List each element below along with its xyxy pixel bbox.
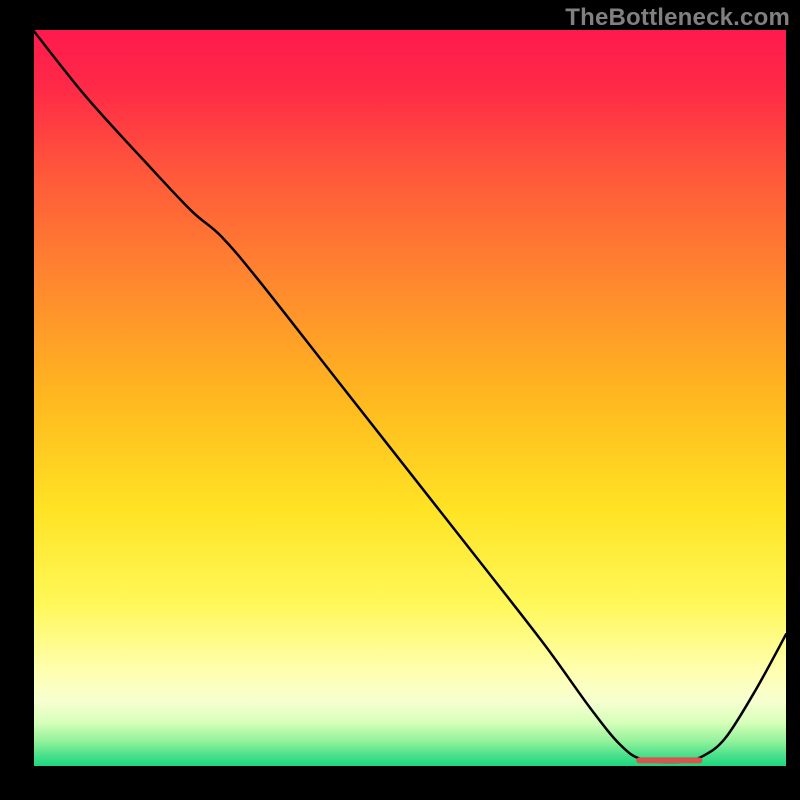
watermark-text: TheBottleneck.com: [565, 4, 790, 32]
gradient-background: [33, 30, 786, 767]
chart-svg: [0, 0, 800, 800]
